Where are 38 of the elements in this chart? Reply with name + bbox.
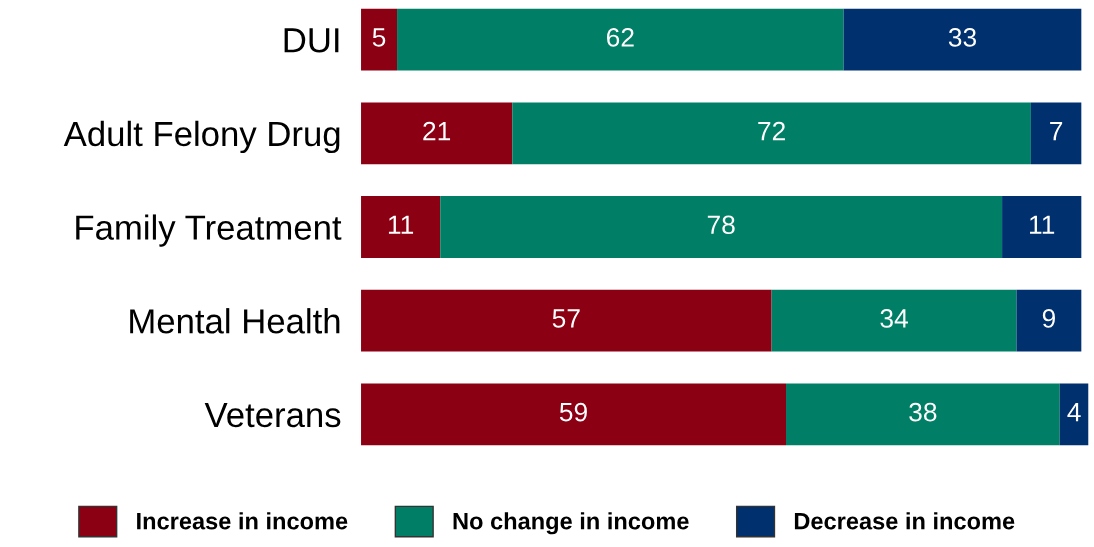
y-tick-label: DUI — [284, 28, 339, 53]
data-label: 21 — [423, 121, 451, 141]
bar — [1002, 196, 1082, 258]
data-label: 11 — [388, 215, 414, 234]
legend-label: Increase in income — [137, 512, 348, 530]
data-label: 62 — [607, 28, 634, 47]
bar — [361, 102, 513, 165]
bar — [1016, 289, 1082, 352]
data-label: 7 — [1050, 121, 1063, 141]
bar — [771, 289, 1017, 352]
bar — [361, 8, 398, 71]
bar — [397, 8, 844, 71]
data-label: 78 — [707, 215, 735, 235]
y-tick-label: Mental Health — [130, 308, 340, 334]
bar — [361, 383, 786, 446]
data-label: 5 — [372, 28, 386, 47]
y-tick-label: Family Treatment — [76, 214, 342, 247]
bar — [843, 8, 1082, 71]
data-label: 59 — [559, 402, 587, 422]
data-label: 4 — [1067, 403, 1081, 422]
bar — [1059, 383, 1089, 446]
bar — [1030, 102, 1082, 165]
data-label: 33 — [948, 28, 976, 47]
data-label: 11 — [1030, 215, 1055, 234]
y-tick-label: Veterans — [204, 403, 341, 428]
bar — [512, 102, 1031, 165]
data-label: 9 — [1042, 309, 1055, 328]
data-label: 34 — [880, 309, 908, 328]
data-label: 57 — [552, 309, 580, 328]
data-label: 72 — [758, 121, 785, 141]
bar — [786, 383, 1060, 446]
legend-label: No change in income — [453, 512, 689, 535]
y-tick-label: Adult Felony Drug — [63, 120, 340, 154]
data-label: 38 — [909, 402, 937, 422]
bar — [440, 196, 1003, 258]
bar — [361, 196, 441, 258]
legend-label: Decrease in income — [794, 512, 1015, 530]
bar — [361, 289, 772, 352]
